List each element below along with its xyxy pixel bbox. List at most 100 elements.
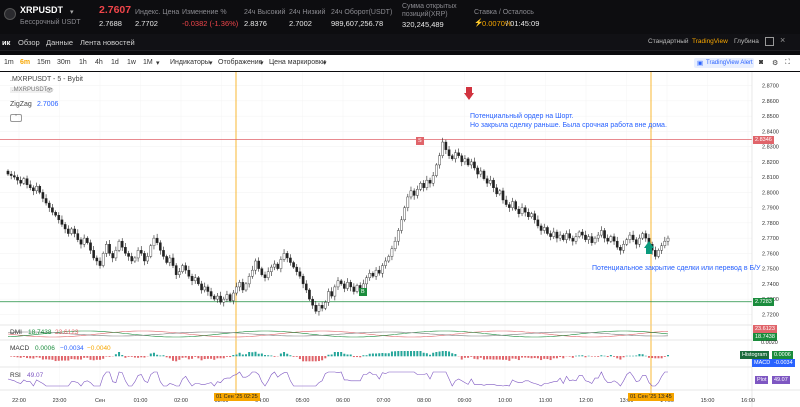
display-button[interactable]: Отображение (218, 59, 263, 66)
chevron-down-icon[interactable]: ▾ (209, 60, 213, 67)
chart-svg[interactable]: 2.8700 2.8600 2.8500 2.8400 2.8300 2.8200 2.81… (0, 72, 800, 407)
histogram-tag: Histogram (740, 351, 770, 359)
candle-body (279, 259, 283, 269)
close-icon[interactable]: × (780, 35, 786, 45)
macd-bar (206, 356, 209, 359)
candle-body (450, 155, 454, 160)
time-axis[interactable]: 22:00 23:00 Сен 01:00 02:00 03:00 04:00 05:00 06… (12, 398, 755, 404)
chevron-down-icon[interactable]: ▾ (323, 60, 327, 67)
macd-bar (473, 356, 476, 359)
tv-alert-button[interactable]: ▣ TradingView Alert (694, 58, 754, 68)
candle-body (511, 201, 514, 208)
view-depth[interactable]: Глубина (734, 38, 759, 45)
interval-1h[interactable]: 1h (79, 59, 87, 66)
candle-body (203, 286, 207, 291)
macd-bar (632, 355, 635, 357)
chevron-down-icon[interactable]: ▾ (156, 60, 160, 67)
interval-4h[interactable]: 4h (95, 59, 103, 66)
candle-body (638, 237, 641, 245)
candle-body (216, 295, 219, 300)
candle-body (431, 175, 435, 184)
macd-bar (387, 353, 390, 357)
macd-bar (667, 355, 669, 357)
expand-icon[interactable] (765, 37, 774, 46)
oi-label-2: позиций(XRP) (402, 11, 448, 18)
macd-bar (302, 356, 305, 362)
macd-bar (137, 356, 140, 358)
candle-body (657, 250, 660, 257)
sell-tag[interactable]: S (416, 137, 424, 145)
candle-body (435, 164, 438, 176)
candle-body (86, 237, 89, 243)
price-tick-label: 2.7400 (762, 282, 779, 288)
candle-body (339, 280, 343, 285)
chevron-down-icon[interactable]: ▾ (260, 60, 264, 67)
candle-body (619, 247, 622, 251)
macd-bar (210, 356, 213, 359)
candle-body (47, 202, 51, 208)
gear-icon[interactable]: ⚙ (772, 60, 779, 67)
candle-body (577, 231, 581, 237)
candle-body (136, 250, 140, 259)
time-tick-label: 09:00 (458, 398, 472, 404)
candle-body (38, 186, 42, 193)
time-tick-label: 07:00 (377, 398, 391, 404)
eye-icon[interactable]: 👁 (46, 88, 54, 94)
macd-bar (352, 356, 355, 358)
macd-bar (308, 356, 311, 362)
macd-bar (419, 351, 422, 357)
interval-1M[interactable]: 1M (143, 59, 153, 66)
candle-body (25, 178, 29, 185)
interval-1m[interactable]: 1m (4, 59, 14, 66)
candle-body (536, 219, 540, 227)
interval-30m[interactable]: 30m (57, 59, 71, 66)
chart-area[interactable]: 2.8700 2.8600 2.8500 2.8400 2.8300 2.8200 2.81… (0, 72, 800, 407)
rsi-plot-tag: Plot (755, 376, 769, 384)
tab-overview[interactable]: Обзор (18, 38, 40, 47)
candle-body (501, 190, 505, 201)
symbol-name[interactable]: XRPUSDT (20, 5, 64, 15)
candle-body (54, 211, 57, 216)
candle-body (254, 260, 257, 271)
price-axis[interactable]: 2.8700 2.8600 2.8500 2.8400 2.8300 2.8200 2.81… (762, 84, 779, 319)
chart-subtitle: .MXRPUSDT (10, 87, 50, 93)
interval-1w[interactable]: 1w (127, 59, 136, 66)
tab-chart[interactable]: ик (2, 38, 11, 47)
macd-bar (200, 356, 203, 361)
chevron-down-icon[interactable]: ▾ (70, 9, 74, 16)
time-tick-label: 06:00 (336, 398, 350, 404)
candle-body (352, 286, 356, 292)
buy-tag[interactable]: B (359, 288, 367, 296)
candle-body (574, 236, 578, 242)
price-marking-button[interactable]: Цена маркировки (269, 59, 326, 66)
macd-bar (32, 356, 35, 359)
macd-bar (562, 356, 565, 359)
high-value: 2.8376 (244, 19, 267, 28)
candle-body (174, 265, 178, 275)
turnover-label: 24ч Оборот(USDT) (331, 9, 393, 16)
macd-bar (435, 352, 438, 357)
indicators-button[interactable]: Индикаторы (170, 59, 210, 66)
time-tick-label: 22:00 (12, 398, 26, 404)
collapse-legend-icon[interactable]: ⌃ (10, 114, 22, 122)
view-tradingview[interactable]: TradingView (692, 38, 728, 45)
tab-news[interactable]: Лента новостей (80, 38, 135, 47)
macd-bar (124, 356, 127, 358)
tab-data[interactable]: Данные (46, 38, 74, 47)
view-standard[interactable]: Стандартный (648, 38, 689, 45)
interval-15m[interactable]: 15m (37, 59, 51, 66)
macd-bar (191, 356, 194, 359)
macd-bar (51, 356, 54, 360)
macd-bar (149, 353, 152, 357)
market-header: XRPUSDT Бессрочный USDT ▾ 2.7607 2.7688 … (0, 0, 800, 34)
macd-bar (486, 356, 489, 360)
interval-1d[interactable]: 1d (111, 59, 119, 66)
dmi-series (7, 331, 669, 337)
interval-6m[interactable]: 6m (20, 59, 31, 66)
camera-icon[interactable]: ◙ (759, 59, 764, 66)
candle-body (212, 295, 216, 300)
dmi-series (7, 330, 669, 338)
macd-bar (333, 352, 336, 357)
fullscreen-icon[interactable]: ⛶ (785, 59, 790, 66)
macd-bar (467, 356, 470, 358)
